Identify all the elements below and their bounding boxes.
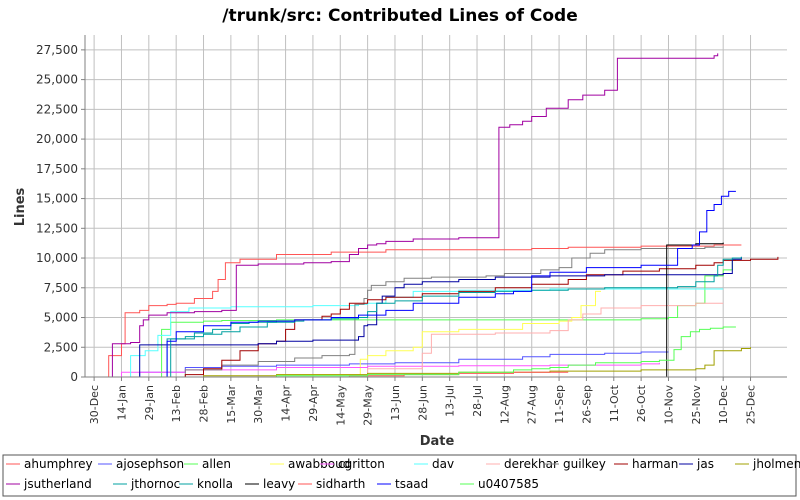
plot-area xyxy=(85,35,787,377)
y-axis-label: Lines xyxy=(13,187,28,226)
x-tick-label: 12-Aug xyxy=(498,385,511,424)
y-axis-ticks: 0 2,500 5,000 7,500 10,000 12,500 15,000 17,500… xyxy=(36,43,85,384)
y-tick-label: 12,500 xyxy=(36,221,78,235)
legend-label-allen: allen xyxy=(202,457,231,471)
y-tick-label: 25,000 xyxy=(36,73,78,87)
x-tick-label: 13-Jun xyxy=(389,385,402,421)
chart-title: /trunk/src: Contributed Lines of Code xyxy=(222,6,578,26)
series-line-allen xyxy=(157,259,736,378)
series-line-jthornoc xyxy=(167,256,742,378)
series-line-u0407585 xyxy=(185,326,736,378)
series-line-ahumphrey xyxy=(103,244,742,378)
x-tick-label: 13-Feb xyxy=(170,385,183,422)
y-tick-label: 10,000 xyxy=(36,251,78,265)
legend-label-dav: dav xyxy=(432,457,454,471)
x-tick-label: 28-Jul xyxy=(471,385,484,417)
y-tick-label: 20,000 xyxy=(36,132,78,146)
legend-label-jsutherland: jsutherland xyxy=(23,477,92,491)
x-tick-label: 29-May xyxy=(362,385,375,426)
series-line-jsutherland xyxy=(108,53,719,378)
y-tick-label: 22,500 xyxy=(36,102,78,116)
legend-label-awabboud: awabboud xyxy=(288,457,350,471)
x-axis-label: Date xyxy=(420,434,455,449)
legend-label-jthornoc: jthornoc xyxy=(130,477,180,491)
series-line-ajosephson xyxy=(103,351,669,378)
x-tick-label: 11-Oct xyxy=(608,384,621,422)
x-tick-label: 10-Nov xyxy=(662,385,675,425)
series-line-harman xyxy=(167,256,779,378)
y-tick-label: 5,000 xyxy=(44,311,78,325)
y-tick-label: 15,000 xyxy=(36,192,78,206)
series-line-guilkey xyxy=(148,246,724,378)
axes xyxy=(84,35,787,378)
legend-label-ahumphrey: ahumphrey xyxy=(24,457,93,471)
y-tick-label: 7,500 xyxy=(44,281,78,295)
series-line-awabboud xyxy=(148,290,601,378)
legend-label-derekhar: derekhar xyxy=(504,457,558,471)
x-tick-label: 30-Mar xyxy=(252,385,265,424)
legend-label-knolla: knolla xyxy=(197,477,233,491)
legend-label-sidharth: sidharth xyxy=(316,477,365,491)
x-tick-label: 28-Jun xyxy=(416,385,429,421)
x-tick-label: 13-Jul xyxy=(444,385,457,417)
series-line-knolla xyxy=(157,321,296,378)
x-tick-label: 15-Mar xyxy=(225,385,238,424)
legend: ahumphrey ajosephson allen awabboudcgritton… xyxy=(2,454,800,497)
y-tick-label: 17,500 xyxy=(36,162,78,176)
x-axis-ticks: 30-Dec 14-Jan 29-Jan 13-Feb 28-Feb 15-Mar 30-M… xyxy=(88,377,758,426)
x-tick-label: 27-Aug xyxy=(526,385,539,424)
y-tick-label: 0 xyxy=(70,370,78,384)
x-tick-label: 25-Nov xyxy=(690,385,703,425)
series-line-cgritton xyxy=(112,362,660,378)
legend-label-cgritton: cgritton xyxy=(338,457,385,471)
series-lines xyxy=(103,53,779,378)
legend-label-tsaad: tsaad xyxy=(395,477,428,491)
x-tick-label: 29-Apr xyxy=(307,385,320,422)
legend-box xyxy=(2,454,797,497)
legend-label-jas: jas xyxy=(696,457,714,471)
legend-label-guilkey: guilkey xyxy=(563,457,606,471)
x-tick-label: 26-Oct xyxy=(635,384,648,422)
y-tick-label: 27,500 xyxy=(36,43,78,57)
legend-label-u0407585: u0407585 xyxy=(478,477,539,491)
x-tick-label: 10-Dec xyxy=(717,385,730,424)
legend-label-harman: harman xyxy=(632,457,678,471)
series-line-derekhar xyxy=(312,302,724,378)
x-tick-label: 30-Dec xyxy=(88,385,101,424)
series-line-jas xyxy=(130,256,742,378)
x-tick-label: 25-Dec xyxy=(745,385,758,424)
x-tick-label: 14-Apr xyxy=(280,385,293,422)
legend-label-ajosephson: ajosephson xyxy=(116,457,184,471)
x-tick-label: 11-Sep xyxy=(553,385,566,424)
series-line-tsaad xyxy=(157,190,736,378)
x-tick-label: 26-Sep xyxy=(580,385,593,424)
x-tick-label: 28-Feb xyxy=(198,385,211,422)
y-tick-label: 2,500 xyxy=(44,340,78,354)
x-tick-label: 29-Jan xyxy=(143,385,156,421)
x-tick-label: 14-May xyxy=(334,385,347,426)
plot-background xyxy=(85,35,787,377)
x-tick-label: 14-Jan xyxy=(115,385,128,421)
series-line-jholmen xyxy=(121,347,751,378)
legend-label-leavy: leavy xyxy=(263,477,295,491)
legend-label-jholmen: jholmen xyxy=(752,457,800,471)
